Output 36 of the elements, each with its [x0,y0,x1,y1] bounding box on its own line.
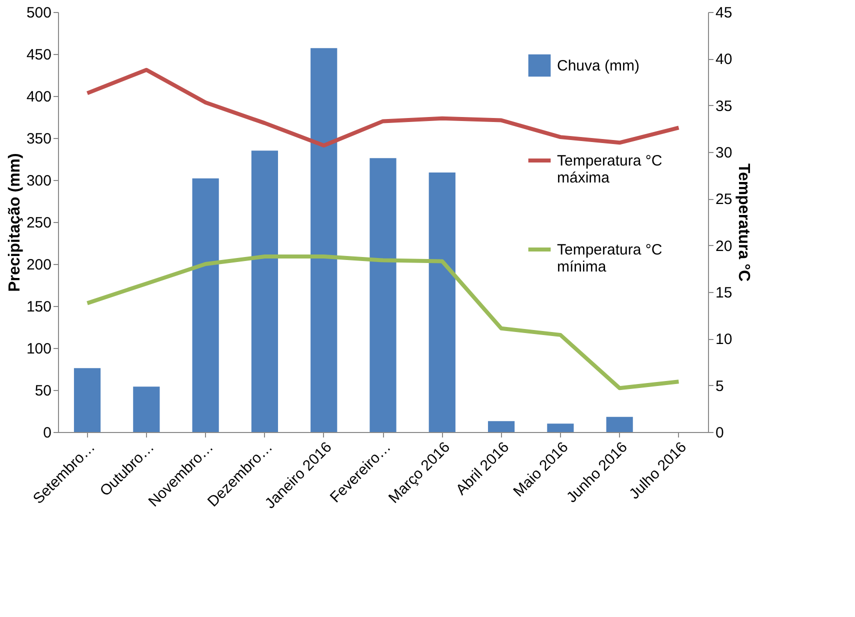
legend-label: Temperatura °C máxima [557,152,662,186]
y-tick-label: 450 [26,46,52,64]
bar [192,178,219,432]
bar [370,158,396,432]
y2-tick-label: 5 [716,378,724,395]
y-tick-label: 100 [26,340,52,358]
y-tick-label: 250 [26,214,52,232]
y2-tick-label: 10 [716,331,732,348]
bar [547,424,574,432]
y-tick-label: 50 [34,382,52,400]
y-tick-label: 0 [43,424,52,442]
y2-tick-label: 25 [716,191,732,208]
y-tick-label: 300 [26,172,52,190]
y-tick-label: 200 [26,256,52,274]
y2-tick-label: 45 [716,4,732,22]
y-tick-label: 500 [26,4,52,22]
y2-axis-title: Temperatura °C [735,163,752,282]
bar [488,421,515,432]
y2-tick-label: 40 [716,51,732,68]
y2-tick-label: 30 [716,144,732,162]
y-tick-label: 350 [26,130,52,148]
bar [74,368,101,432]
y-tick-label: 400 [26,88,52,106]
bar [251,150,278,432]
y2-tick-label: 0 [716,424,724,442]
y2-tick-label: 15 [716,284,732,302]
legend-label: Chuva (mm) [557,58,640,74]
y2-tick-label: 20 [716,238,732,255]
y-axis-title: Precipitação (mm) [6,153,24,292]
y2-tick-label: 35 [716,98,732,115]
bar [133,386,160,432]
bar [606,416,633,432]
bar [428,172,456,432]
y-tick-label: 150 [26,298,52,316]
legend-label: Temperatura °C mínima [557,242,662,276]
bar [310,48,338,432]
